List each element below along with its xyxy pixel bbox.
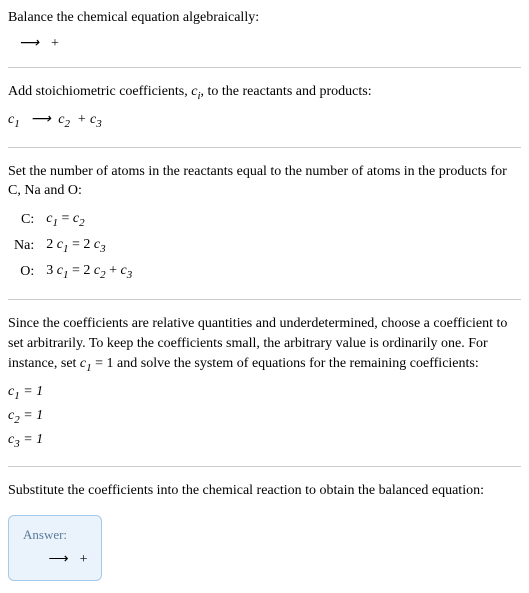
arrow-2: ⟶ [31,112,51,127]
section-substitute: Substitute the coefficients into the che… [8,481,521,580]
atom-row-o: O: 3 c1 = 2 c2 + c3 [8,259,138,285]
balance-title: Balance the chemical equation algebraica… [8,8,521,28]
atom-eq-c: c1 = c2 [40,207,138,233]
stoich-equation: c1 ⟶ c2 + c3 [8,110,521,132]
atom-label-c: C: [8,207,40,233]
stoich-intro: Add stoichiometric coefficients, ci, to … [8,82,521,104]
balance-equation: ⟶ + [8,34,521,54]
c3-sub: 3 [96,118,102,130]
divider-3 [8,299,521,300]
coeff-line-3: c3 = 1 [8,430,521,452]
solve-intro: Since the coefficients are relative quan… [8,314,521,375]
answer-label: Answer: [23,526,87,544]
arrow-symbol: ⟶ [19,36,39,51]
answer-plus: + [80,552,88,567]
atom-row-c: C: c1 = c2 [8,207,138,233]
solve-intro-mid: = 1 and solve the system of equations fo… [92,356,479,371]
plus-symbol: + [50,36,59,51]
coeff-line-2: c2 = 1 [8,406,521,428]
section-stoich: Add stoichiometric coefficients, ci, to … [8,82,521,132]
atom-eq-na: 2 c1 = 2 c3 [40,233,138,259]
divider-1 [8,67,521,68]
answer-content: ⟶ + [23,550,87,570]
atom-equations-table: C: c1 = c2 Na: 2 c1 = 2 c3 O: 3 c1 = 2 c… [8,207,138,286]
answer-arrow: ⟶ [49,552,69,567]
divider-4 [8,466,521,467]
section-balance-intro: Balance the chemical equation algebraica… [8,8,521,53]
stoich-intro-before: Add stoichiometric coefficients, [8,84,191,99]
atom-eq-o: 3 c1 = 2 c2 + c3 [40,259,138,285]
answer-box: Answer: ⟶ + [8,515,102,581]
section-atoms: Set the number of atoms in the reactants… [8,162,521,286]
plus-2: + [77,112,86,127]
atoms-intro: Set the number of atoms in the reactants… [8,162,521,201]
c2-sub: 2 [65,118,71,130]
atom-label-na: Na: [8,233,40,259]
atom-label-o: O: [8,259,40,285]
stoich-intro-after: , to the reactants and products: [201,84,372,99]
section-solve: Since the coefficients are relative quan… [8,314,521,452]
c1-sub: 1 [14,118,20,130]
coeff-line-1: c1 = 1 [8,382,521,404]
atom-row-na: Na: 2 c1 = 2 c3 [8,233,138,259]
substitute-intro: Substitute the coefficients into the che… [8,481,521,501]
divider-2 [8,147,521,148]
